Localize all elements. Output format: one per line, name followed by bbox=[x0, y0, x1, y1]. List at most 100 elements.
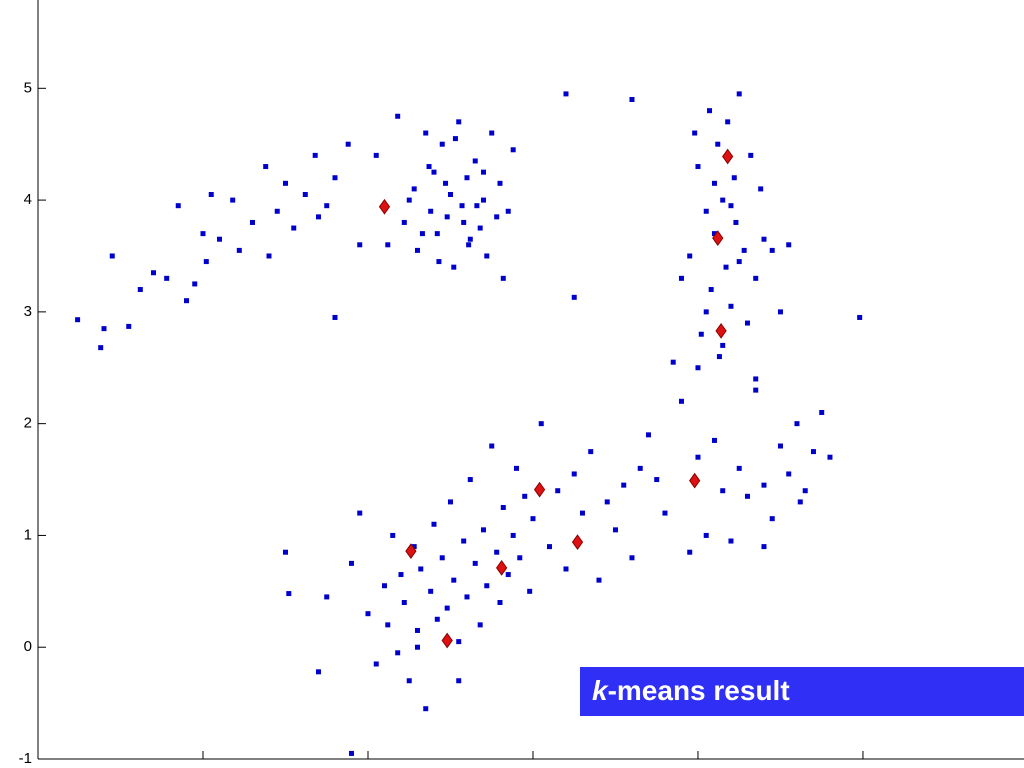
data-point bbox=[698, 331, 704, 337]
data-point bbox=[711, 437, 717, 443]
data-point bbox=[401, 600, 407, 606]
data-point bbox=[703, 532, 709, 538]
data-point bbox=[75, 317, 81, 323]
data-point bbox=[439, 555, 445, 561]
data-point bbox=[563, 566, 569, 572]
y-tick-label: 5 bbox=[24, 79, 32, 96]
data-point bbox=[461, 538, 467, 544]
data-point bbox=[431, 169, 437, 175]
data-point bbox=[715, 141, 721, 147]
data-point bbox=[164, 275, 170, 281]
data-point bbox=[332, 314, 338, 320]
data-point bbox=[827, 454, 833, 460]
data-point bbox=[423, 706, 429, 712]
data-point bbox=[802, 488, 808, 494]
data-point bbox=[513, 465, 519, 471]
data-point bbox=[385, 622, 391, 628]
data-point bbox=[769, 516, 775, 522]
data-point bbox=[126, 323, 132, 329]
data-point bbox=[711, 231, 717, 237]
data-point bbox=[494, 549, 500, 555]
y-tick-label: 1 bbox=[24, 526, 32, 543]
data-point bbox=[406, 197, 412, 203]
centroid-point bbox=[405, 543, 417, 559]
data-point bbox=[484, 253, 490, 259]
data-point bbox=[315, 669, 321, 675]
data-point bbox=[315, 214, 321, 220]
data-point bbox=[472, 560, 478, 566]
data-point bbox=[494, 214, 500, 220]
data-point bbox=[753, 376, 759, 382]
data-point bbox=[456, 678, 462, 684]
centroid-point bbox=[378, 198, 391, 215]
centroid-point bbox=[712, 230, 724, 246]
data-point bbox=[414, 247, 420, 253]
data-point bbox=[500, 504, 506, 510]
data-point bbox=[467, 236, 473, 242]
data-point bbox=[390, 532, 396, 538]
data-point bbox=[426, 164, 432, 170]
data-point bbox=[192, 281, 198, 287]
data-point bbox=[480, 527, 486, 533]
annotation-text: -means result bbox=[608, 675, 790, 706]
data-point bbox=[510, 532, 516, 538]
data-point bbox=[810, 449, 816, 455]
data-point bbox=[474, 203, 480, 209]
centroid-point bbox=[715, 323, 727, 339]
data-point bbox=[439, 141, 445, 147]
data-point bbox=[857, 314, 863, 320]
data-point bbox=[670, 359, 676, 365]
data-point bbox=[707, 108, 713, 114]
data-point bbox=[761, 544, 767, 550]
data-point bbox=[385, 242, 391, 248]
data-point bbox=[406, 678, 412, 684]
data-point bbox=[459, 203, 465, 209]
data-point bbox=[695, 365, 701, 371]
data-point bbox=[517, 555, 523, 561]
data-point bbox=[101, 326, 107, 332]
data-point bbox=[708, 287, 714, 293]
data-point bbox=[725, 119, 731, 125]
data-point bbox=[621, 482, 627, 488]
data-point bbox=[312, 152, 318, 158]
data-point bbox=[467, 477, 473, 483]
data-point bbox=[286, 591, 292, 597]
data-point bbox=[753, 387, 759, 393]
data-point bbox=[472, 158, 478, 164]
data-point bbox=[451, 264, 457, 270]
data-point bbox=[411, 186, 417, 192]
data-point bbox=[538, 421, 544, 427]
data-point bbox=[398, 572, 404, 578]
data-point bbox=[200, 231, 206, 237]
y-tick-label: 2 bbox=[24, 415, 32, 432]
data-point bbox=[434, 231, 440, 237]
data-point bbox=[183, 298, 189, 304]
data-point bbox=[274, 208, 280, 214]
data-point bbox=[203, 259, 209, 265]
plot-area: -1 0 1 2 3 4 5 bbox=[19, 0, 1024, 767]
data-point bbox=[736, 259, 742, 265]
data-point bbox=[687, 253, 693, 259]
data-point bbox=[736, 91, 742, 97]
annotation-emphasis: k bbox=[592, 675, 609, 706]
data-point bbox=[436, 259, 442, 265]
data-point bbox=[711, 180, 717, 186]
data-point bbox=[555, 488, 561, 494]
data-point bbox=[451, 577, 457, 583]
data-point bbox=[464, 175, 470, 181]
data-point bbox=[208, 192, 214, 198]
data-point bbox=[819, 409, 825, 415]
data-point bbox=[731, 175, 737, 181]
data-point bbox=[324, 594, 330, 600]
data-point bbox=[716, 354, 722, 360]
data-point bbox=[546, 544, 552, 550]
data-point bbox=[395, 113, 401, 119]
data-point bbox=[563, 91, 569, 97]
data-point bbox=[480, 197, 486, 203]
data-point bbox=[282, 180, 288, 186]
data-point bbox=[786, 471, 792, 477]
data-point bbox=[357, 510, 363, 516]
data-point bbox=[477, 225, 483, 231]
